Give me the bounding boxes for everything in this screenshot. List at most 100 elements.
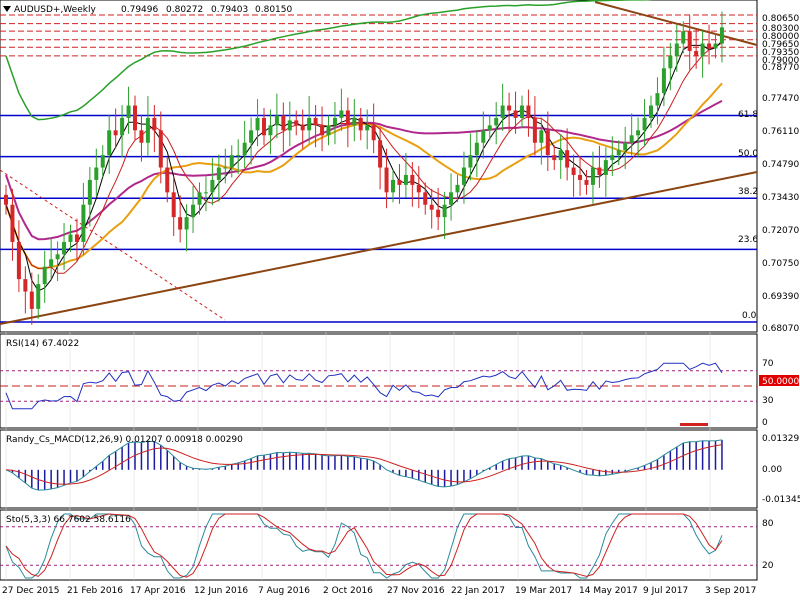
candle-body — [487, 125, 492, 131]
date-tick: 19 Mar 2017 — [515, 586, 572, 596]
fib-labels: 61.8 50.0 38.2 23.6 0.0 — [738, 110, 758, 321]
macd-pane — [0, 429, 758, 509]
rsi-tick: 70 — [762, 359, 774, 369]
ohlc-open: 0.79496 — [121, 5, 158, 15]
rsi-tick: 0 — [762, 418, 768, 428]
ma-black-line — [5, 40, 723, 292]
price-tick: 0.77470 — [762, 94, 799, 104]
candle-body — [558, 150, 563, 161]
candle-body — [94, 167, 99, 180]
candle-body — [126, 105, 131, 118]
date-tick: 3 Sep 2017 — [705, 586, 756, 596]
candle-body — [590, 167, 595, 185]
candle-body — [4, 194, 8, 205]
sto-tick: 80 — [762, 519, 774, 529]
candle-body — [526, 105, 531, 118]
date-tick: 9 Jul 2017 — [643, 586, 688, 596]
candle-body — [49, 259, 54, 267]
candle-body — [616, 150, 621, 156]
candle-body — [423, 192, 428, 205]
candle-body — [87, 179, 92, 205]
candle-body — [629, 135, 634, 143]
fib-label-236: 23.6 — [738, 235, 758, 245]
ma-green-line — [5, 0, 653, 121]
price-tick: 0.80000 — [762, 32, 799, 42]
candle-body — [384, 167, 389, 193]
candle-body — [171, 192, 176, 218]
candle-body — [281, 115, 286, 131]
price-tick: 0.69390 — [762, 292, 799, 302]
candle-body — [649, 105, 653, 118]
candle-body — [326, 125, 331, 136]
candle-body — [36, 284, 41, 309]
macd-line — [5, 439, 723, 491]
falling-trend-line — [594, 1, 758, 46]
rsi-pane — [0, 333, 758, 429]
candle-body — [642, 117, 647, 131]
macd-tick: 0.01329 — [762, 434, 799, 444]
macd-signal-line — [5, 444, 723, 485]
candle-body — [332, 117, 337, 126]
date-axis: 27 Dec 2015 21 Feb 2016 17 Apr 2016 12 J… — [2, 586, 756, 596]
candle-body — [520, 105, 524, 118]
fib-label-500: 50.0 — [738, 149, 758, 159]
sto-axis: 80 20 — [762, 519, 774, 571]
candle-body — [139, 130, 144, 143]
candle-body — [62, 241, 67, 255]
candle-body — [55, 254, 60, 260]
sto-pane — [0, 509, 758, 581]
date-tick: 12 Jun 2016 — [194, 586, 248, 596]
candle-body — [597, 167, 602, 175]
candle-body — [681, 31, 686, 44]
candle-body — [120, 117, 125, 136]
candle-body — [416, 184, 421, 193]
candle-body — [494, 117, 499, 126]
candle-body — [42, 266, 47, 285]
date-tick: 27 Nov 2016 — [387, 586, 445, 596]
rsi-axis: 70 50.0000 30 0 — [759, 359, 799, 428]
macd-axis: 0.01329 0.00 -0.01345 — [762, 434, 800, 505]
candle-body — [461, 167, 466, 185]
candle-body — [481, 130, 486, 143]
candle-body — [320, 125, 325, 136]
ohlc-high: 0.80272 — [166, 5, 203, 15]
price-tick: 0.68070 — [762, 324, 799, 334]
rsi-tick: 30 — [762, 396, 774, 406]
candle-body — [429, 204, 434, 210]
candle-body — [100, 155, 105, 168]
candle-body — [565, 150, 570, 168]
candle-body — [403, 174, 408, 185]
candle-body — [223, 167, 228, 169]
candle-body — [500, 105, 505, 118]
candle-body — [687, 31, 692, 51]
rsi-label: RSI(14) 67.4022 — [6, 339, 79, 349]
candle-body — [713, 43, 718, 49]
ohlc-low: 0.79403 — [211, 5, 248, 15]
candle-body — [274, 115, 279, 126]
candle-body — [307, 117, 312, 131]
candle-body — [184, 217, 189, 230]
indicator-layer — [0, 362, 757, 579]
candle-body — [668, 55, 673, 69]
candle-body — [513, 110, 518, 118]
candle-body — [636, 130, 641, 136]
candle-body — [313, 117, 318, 126]
candle-body — [700, 43, 705, 56]
candle-body — [694, 50, 699, 56]
candle-body — [371, 125, 376, 141]
candle-body — [661, 68, 666, 94]
candle-body — [455, 184, 460, 193]
sto-label: Sto(5,3,3) 66.7602 58.6116 — [6, 515, 131, 525]
candle-body — [436, 209, 441, 218]
candle-body — [655, 93, 660, 106]
candle-body — [68, 234, 73, 242]
candle-body — [391, 179, 395, 193]
collapse-arrow-icon[interactable] — [3, 6, 11, 12]
date-tick: 2 Oct 2016 — [323, 586, 373, 596]
date-tick: 17 Apr 2016 — [130, 586, 186, 596]
ohlc-close: 0.80150 — [255, 5, 292, 15]
candle-body — [578, 174, 583, 180]
chart-header: AUDUSD+,Weekly 0.79496 0.80272 0.79403 0… — [3, 5, 292, 15]
candle-body — [216, 167, 221, 180]
